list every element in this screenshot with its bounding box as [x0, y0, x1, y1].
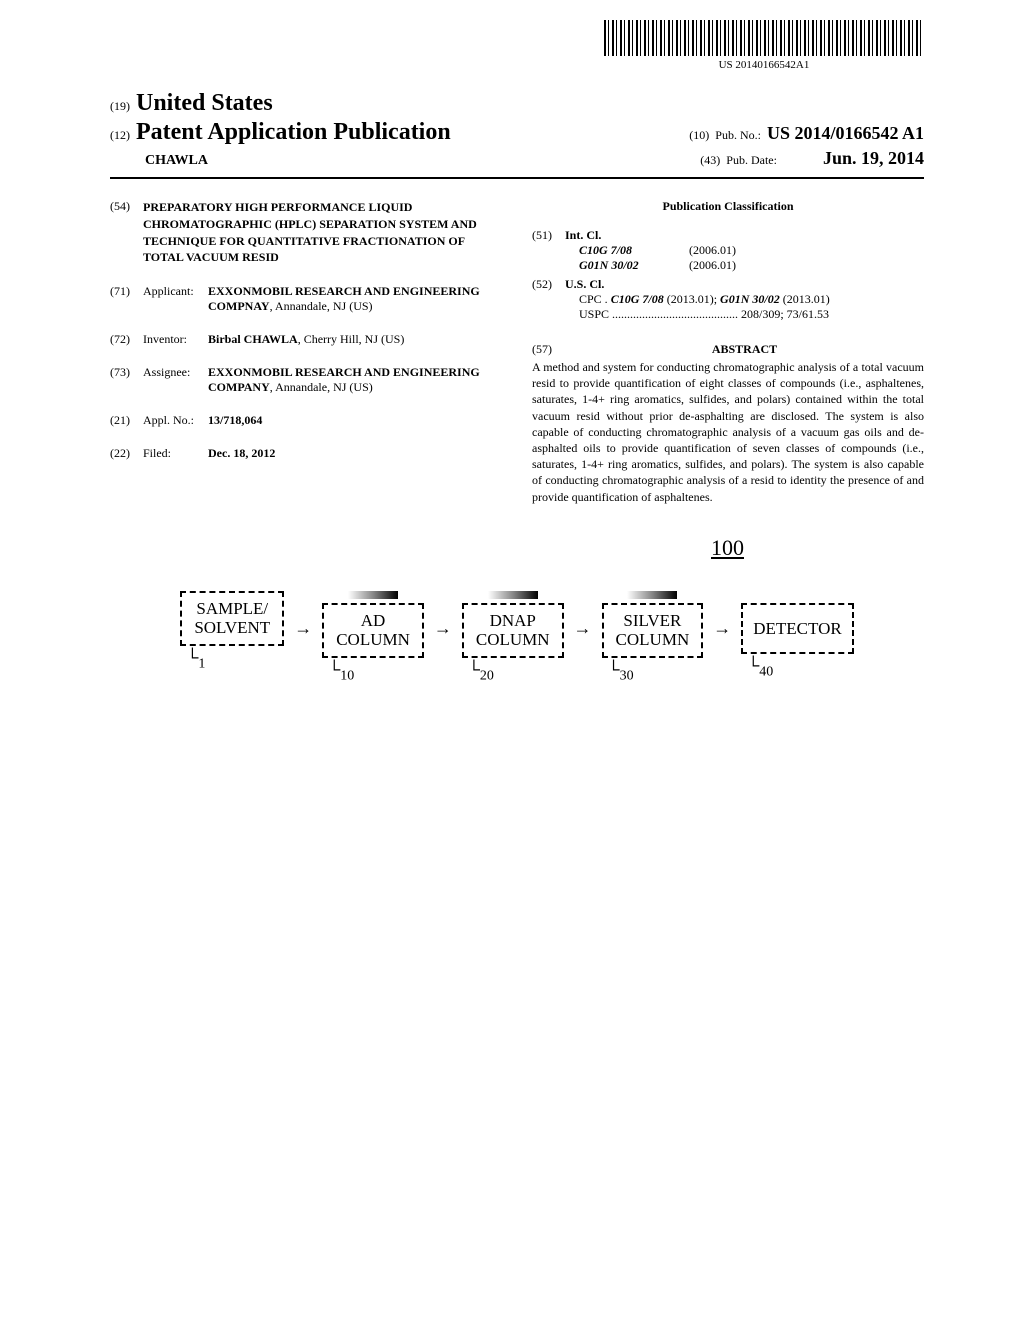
box-line2-0: SOLVENT [194, 618, 270, 637]
filed-label: Filed: [143, 446, 208, 461]
label-12: (12) [110, 128, 130, 143]
num-52: (52) [532, 277, 565, 292]
box-sub-3: 30 [620, 668, 634, 683]
classification-header: Publication Classification [532, 199, 924, 214]
assignee-field: (73) Assignee: EXXONMOBIL RESEARCH AND E… [110, 365, 502, 395]
title-field: (54) PREPARATORY HIGH PERFORMANCE LIQUID… [110, 199, 502, 266]
applicant-field: (71) Applicant: EXXONMOBIL RESEARCH AND … [110, 284, 502, 314]
uspc-line: USPC ...................................… [579, 307, 924, 322]
pub-title: Patent Application Publication [136, 119, 451, 146]
applicant-label: Applicant: [143, 284, 208, 314]
label-19: (19) [110, 99, 130, 114]
inventor-loc: , Cherry Hill, NJ (US) [298, 332, 405, 346]
arrow-icon: → [434, 618, 452, 639]
assignee-loc: , Annandale, NJ (US) [270, 380, 373, 394]
num-51: (51) [532, 228, 565, 243]
filed-field: (22) Filed: Dec. 18, 2012 [110, 446, 502, 461]
label-43: (43) [700, 153, 720, 168]
figure-ref: 100 [110, 535, 744, 561]
intcl-year-0: (2006.01) [689, 243, 736, 258]
arrow-icon: → [294, 618, 312, 639]
intcl-label: Int. Cl. [565, 228, 601, 243]
heat-arrow-2 [488, 591, 538, 599]
pub-no: US 2014/0166542 A1 [767, 123, 924, 144]
applno-val: 13/718,064 [208, 413, 502, 428]
diagram: SAMPLE/SOLVENT └1 → ADCOLUMN └10 → DNAPC… [110, 591, 924, 684]
divider [110, 177, 924, 179]
filed-val: Dec. 18, 2012 [208, 446, 502, 461]
num-57: (57) [532, 342, 565, 357]
box-line1-3: SILVER [623, 611, 681, 630]
date-label: Pub. Date: [726, 153, 777, 168]
box-line1-0: SAMPLE/ [196, 599, 268, 618]
intcl-code-0: C10G 7/08 [579, 243, 689, 258]
authors: CHAWLA [110, 153, 208, 169]
intcl-year-1: (2006.01) [689, 258, 736, 273]
box-2: DNAPCOLUMN └20 [462, 591, 564, 684]
heat-arrow-3 [627, 591, 677, 599]
pub-no-label: Pub. No.: [715, 128, 761, 143]
title-text: PREPARATORY HIGH PERFORMANCE LIQUID CHRO… [143, 199, 502, 266]
arrow-icon: → [574, 618, 592, 639]
num-21: (21) [110, 413, 143, 428]
num-22: (22) [110, 446, 143, 461]
assignee-label: Assignee: [143, 365, 208, 395]
inventor-label: Inventor: [143, 332, 208, 347]
abstract-text: A method and system for conducting chrom… [532, 359, 924, 505]
applicant-loc: , Annandale, NJ (US) [270, 299, 373, 313]
date-val: Jun. 19, 2014 [783, 148, 924, 169]
applno-field: (21) Appl. No.: 13/718,064 [110, 413, 502, 428]
barcode-graphic [604, 20, 924, 56]
arrow-icon: → [713, 618, 731, 639]
num-73: (73) [110, 365, 143, 395]
inventor-name: Birbal CHAWLA [208, 332, 298, 346]
intcl-code-1: G01N 30/02 [579, 258, 689, 273]
box-4: DETECTOR └40 [741, 591, 853, 681]
columns: (54) PREPARATORY HIGH PERFORMANCE LIQUID… [110, 199, 924, 505]
uscl-row: (52) U.S. Cl. [532, 277, 924, 292]
barcode-area: US 20140166542A1 [604, 20, 924, 71]
cpc-line: CPC . C10G 7/08 (2013.01); G01N 30/02 (2… [579, 292, 924, 307]
heat-arrow-1 [348, 591, 398, 599]
inventor-field: (72) Inventor: Birbal CHAWLA, Cherry Hil… [110, 332, 502, 347]
applno-label: Appl. No.: [143, 413, 208, 428]
num-72: (72) [110, 332, 143, 347]
box-sub-1: 10 [340, 668, 354, 683]
right-col: Publication Classification (51) Int. Cl.… [532, 199, 924, 505]
num-71: (71) [110, 284, 143, 314]
box-sub-4: 40 [759, 665, 773, 680]
header-block: (19) United States (12) Patent Applicati… [110, 90, 924, 169]
box-line2-2: COLUMN [476, 630, 550, 649]
uscl-label: U.S. Cl. [565, 277, 604, 292]
country: United States [136, 90, 273, 117]
box-line2-3: COLUMN [616, 630, 690, 649]
box-sub-0: 1 [198, 656, 205, 671]
box-line1-2: DNAP [490, 611, 536, 630]
intcl-row: (51) Int. Cl. [532, 228, 924, 243]
left-col: (54) PREPARATORY HIGH PERFORMANCE LIQUID… [110, 199, 502, 505]
label-10: (10) [689, 128, 709, 143]
box-3: SILVERCOLUMN └30 [602, 591, 704, 684]
barcode-text: US 20140166542A1 [604, 59, 924, 71]
box-line1-4: DETECTOR [753, 619, 841, 638]
box-1: ADCOLUMN └10 [322, 591, 424, 684]
box-line1-1: AD [361, 611, 386, 630]
box-line2-1: COLUMN [336, 630, 410, 649]
box-sub-2: 20 [480, 668, 494, 683]
num-54: (54) [110, 199, 143, 266]
abstract-header: ABSTRACT [565, 342, 924, 357]
box-0: SAMPLE/SOLVENT └1 [180, 591, 284, 672]
